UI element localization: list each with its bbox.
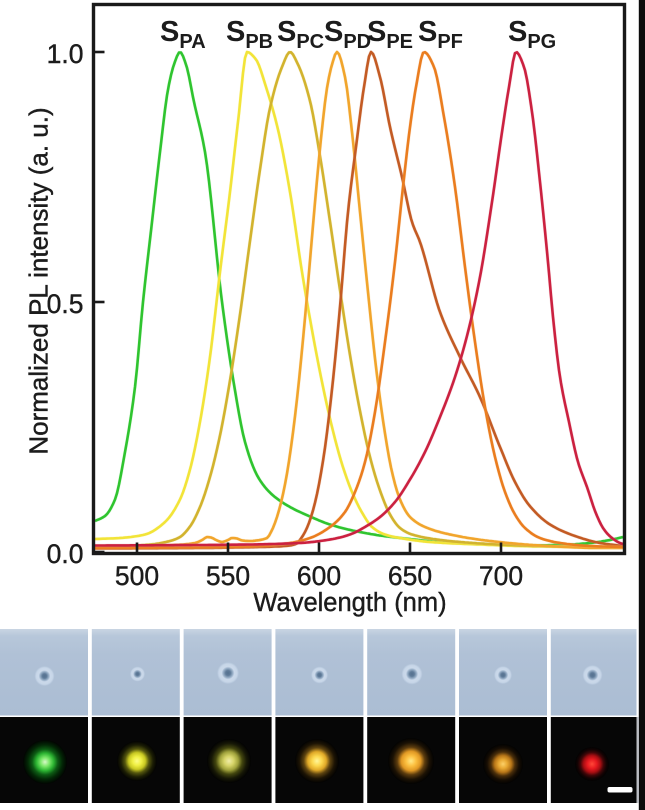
svg-text:SPA: SPA	[160, 16, 206, 53]
svg-text:500: 500	[115, 561, 159, 591]
svg-text:SPC: SPC	[277, 16, 324, 53]
svg-text:700: 700	[479, 561, 523, 591]
svg-text:650: 650	[388, 561, 432, 591]
svg-text:1.0: 1.0	[47, 39, 84, 69]
svg-text:SPD: SPD	[324, 16, 371, 53]
svg-text:SPB: SPB	[226, 16, 273, 53]
svg-text:Normalized PL intensity (a. u.: Normalized PL intensity (a. u.)	[24, 107, 54, 454]
svg-text:SPF: SPF	[418, 16, 463, 53]
svg-text:SPE: SPE	[367, 16, 413, 53]
svg-text:0.0: 0.0	[47, 539, 84, 569]
svg-text:SPG: SPG	[508, 16, 556, 53]
svg-text:600: 600	[297, 561, 341, 591]
svg-text:550: 550	[206, 561, 250, 591]
svg-text:0.5: 0.5	[47, 289, 84, 319]
svg-text:Wavelength (nm): Wavelength (nm)	[253, 589, 446, 617]
